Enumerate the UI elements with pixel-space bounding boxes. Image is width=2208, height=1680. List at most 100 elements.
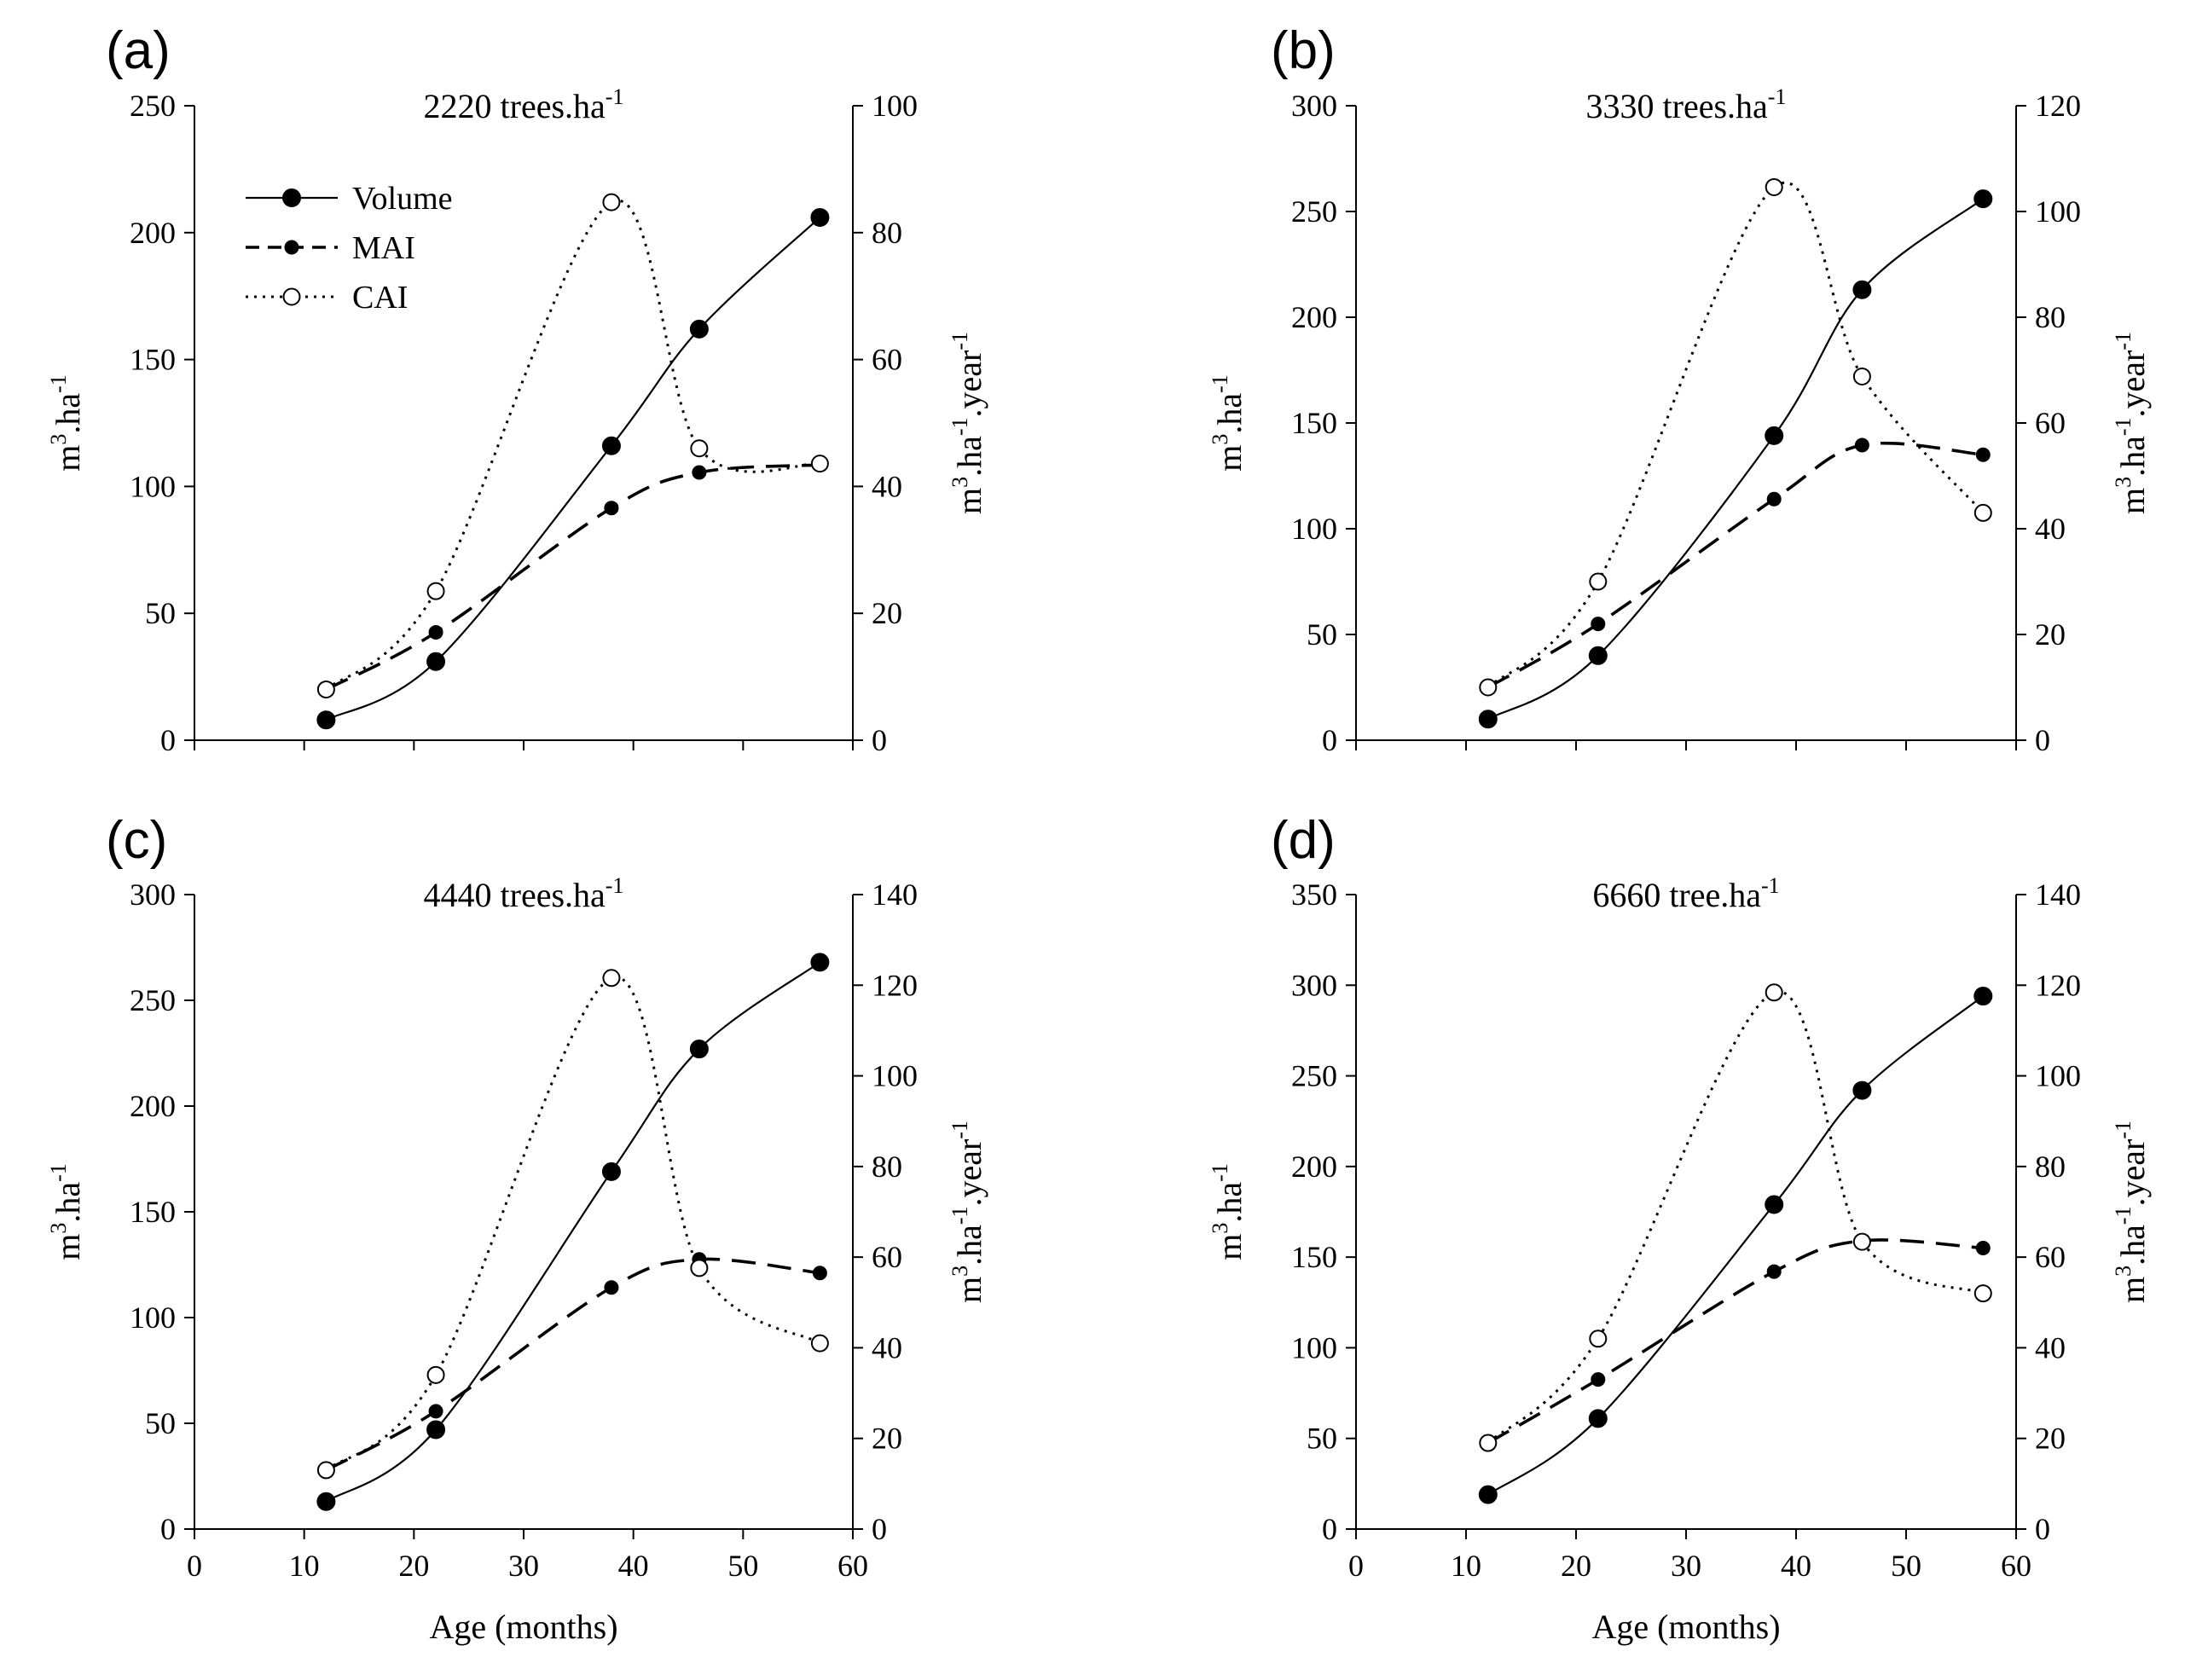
legend-label-volume: Volume	[352, 181, 453, 217]
x-tick-label: 10	[289, 1549, 320, 1583]
data-point-cai	[1852, 1232, 1871, 1251]
left-y-tick-label: 300	[1291, 89, 1337, 123]
right-y-tick-label: 40	[2035, 512, 2066, 546]
data-point-volume	[316, 710, 336, 730]
right-y-axis-label: m3.ha-1.year-1	[948, 1121, 988, 1303]
data-point-volume	[1478, 710, 1498, 729]
legend-label-cai: CAI	[352, 280, 408, 316]
data-point-cai	[602, 969, 621, 988]
legend-marker-mai	[284, 240, 299, 255]
x-tick-label: 60	[837, 1549, 868, 1583]
left-y-tick-label: 100	[130, 469, 176, 503]
right-y-tick-label: 60	[2035, 1240, 2066, 1274]
left-y-tick-label: 0	[1322, 723, 1337, 757]
data-point-mai	[1591, 1372, 1606, 1387]
left-y-tick-label: 200	[1291, 300, 1337, 334]
chart-panel-c: (c)4440 trees.ha-10 10 20 30 40 50 60050100150…	[46, 811, 988, 1646]
chart-title: 3330 trees.ha-1	[1586, 84, 1787, 125]
panel-letter: (d)	[1271, 811, 1336, 870]
right-y-tick-label: 100	[872, 1059, 918, 1093]
data-point-volume	[601, 436, 621, 455]
left-y-tick-label: 0	[160, 723, 176, 757]
right-y-tick-label: 20	[872, 596, 902, 630]
x-tick-label: 30	[1671, 1549, 1701, 1583]
right-y-tick-label: 40	[2035, 1330, 2066, 1364]
left-y-tick-label: 50	[1307, 617, 1337, 652]
x-tick-label: 0	[1348, 1549, 1364, 1583]
panel-letter: (b)	[1271, 21, 1336, 80]
right-y-tick-label: 120	[872, 968, 918, 1002]
left-y-axis-label: m3.ha-1	[46, 1163, 87, 1260]
left-y-tick-label: 0	[1322, 1512, 1337, 1546]
right-y-tick-label: 60	[872, 1240, 902, 1274]
data-point-cai	[1589, 572, 1608, 591]
series-line-mai	[1486, 441, 1984, 689]
series-line-volume	[325, 961, 821, 1503]
left-y-tick-label: 150	[130, 1195, 176, 1229]
series-line-cai	[1486, 990, 1984, 1445]
data-point-mai	[1766, 491, 1782, 507]
series-line-mai	[325, 1257, 820, 1472]
left-y-tick-label: 100	[1291, 1330, 1337, 1364]
left-y-axis-label: m3.ha-1	[1208, 1163, 1249, 1260]
chart-panel-d: (d)6660 tree.ha-10 10 20 30 40 50 600501001502…	[1208, 811, 2152, 1646]
data-point-cai	[426, 582, 445, 600]
right-y-tick-label: 120	[2035, 968, 2081, 1002]
x-tick-label: 20	[1561, 1549, 1591, 1583]
panel-letter: (a)	[106, 21, 171, 80]
right-y-tick-label: 80	[872, 216, 902, 250]
series-line-cai	[325, 976, 821, 1472]
data-point-cai	[1765, 983, 1783, 1002]
left-y-axis-label: m3.ha-1	[1208, 374, 1249, 472]
right-y-tick-label: 0	[872, 1512, 887, 1546]
right-y-tick-label: 0	[2035, 1512, 2050, 1546]
data-point-cai	[1973, 503, 1992, 522]
left-y-tick-label: 150	[1291, 406, 1337, 440]
right-y-axis-label: m3.ha-1.year-1	[948, 332, 988, 514]
data-point-mai	[1766, 1264, 1782, 1279]
series-line-mai	[325, 463, 820, 692]
data-point-volume	[316, 1492, 336, 1511]
right-y-tick-label: 0	[872, 723, 887, 757]
data-point-volume	[1478, 1485, 1498, 1504]
data-point-mai	[1854, 437, 1869, 453]
data-point-cai	[316, 1461, 335, 1480]
data-point-cai	[1589, 1330, 1608, 1348]
data-point-volume	[1588, 646, 1608, 665]
data-point-volume	[1852, 280, 1872, 299]
legend-label-mai: MAI	[352, 230, 415, 266]
data-point-mai	[1591, 617, 1606, 632]
data-point-cai	[1479, 678, 1498, 697]
x-tick-label: 0	[187, 1549, 202, 1583]
left-y-tick-label: 50	[145, 1406, 176, 1440]
data-point-volume	[1588, 1409, 1608, 1428]
data-point-mai	[692, 465, 707, 480]
chart-title: 4440 trees.ha-1	[424, 873, 624, 914]
right-y-tick-label: 80	[872, 1150, 902, 1184]
right-y-tick-label: 100	[872, 89, 918, 123]
data-point-volume	[1765, 426, 1784, 445]
x-axis-label: Age (months)	[429, 1608, 617, 1646]
right-y-tick-label: 140	[2035, 878, 2081, 912]
left-y-tick-label: 100	[130, 1301, 176, 1335]
left-y-tick-label: 50	[145, 596, 176, 630]
left-y-tick-label: 350	[1291, 878, 1337, 912]
data-point-volume	[426, 1420, 446, 1440]
chart-panel-b: (b) 3330 trees.ha-1 0 50 100 150 200 250 300 0 20 4…	[1208, 21, 2152, 757]
right-y-tick-label: 0	[2035, 723, 2050, 757]
data-point-cai	[1765, 177, 1783, 196]
x-tick-label: 30	[508, 1549, 539, 1583]
legend-marker-cai	[282, 287, 301, 306]
data-point-mai	[604, 1280, 619, 1295]
left-y-tick-label: 200	[130, 216, 176, 250]
series-line-volume	[325, 217, 821, 721]
left-y-tick-label: 150	[1291, 1240, 1337, 1274]
data-point-cai	[1852, 367, 1871, 385]
data-point-cai	[1479, 1434, 1498, 1452]
right-y-tick-label: 60	[872, 343, 902, 377]
data-point-cai	[810, 455, 829, 473]
x-tick-label: 50	[727, 1549, 758, 1583]
data-point-volume	[1973, 987, 1993, 1006]
data-point-volume	[601, 1162, 621, 1181]
